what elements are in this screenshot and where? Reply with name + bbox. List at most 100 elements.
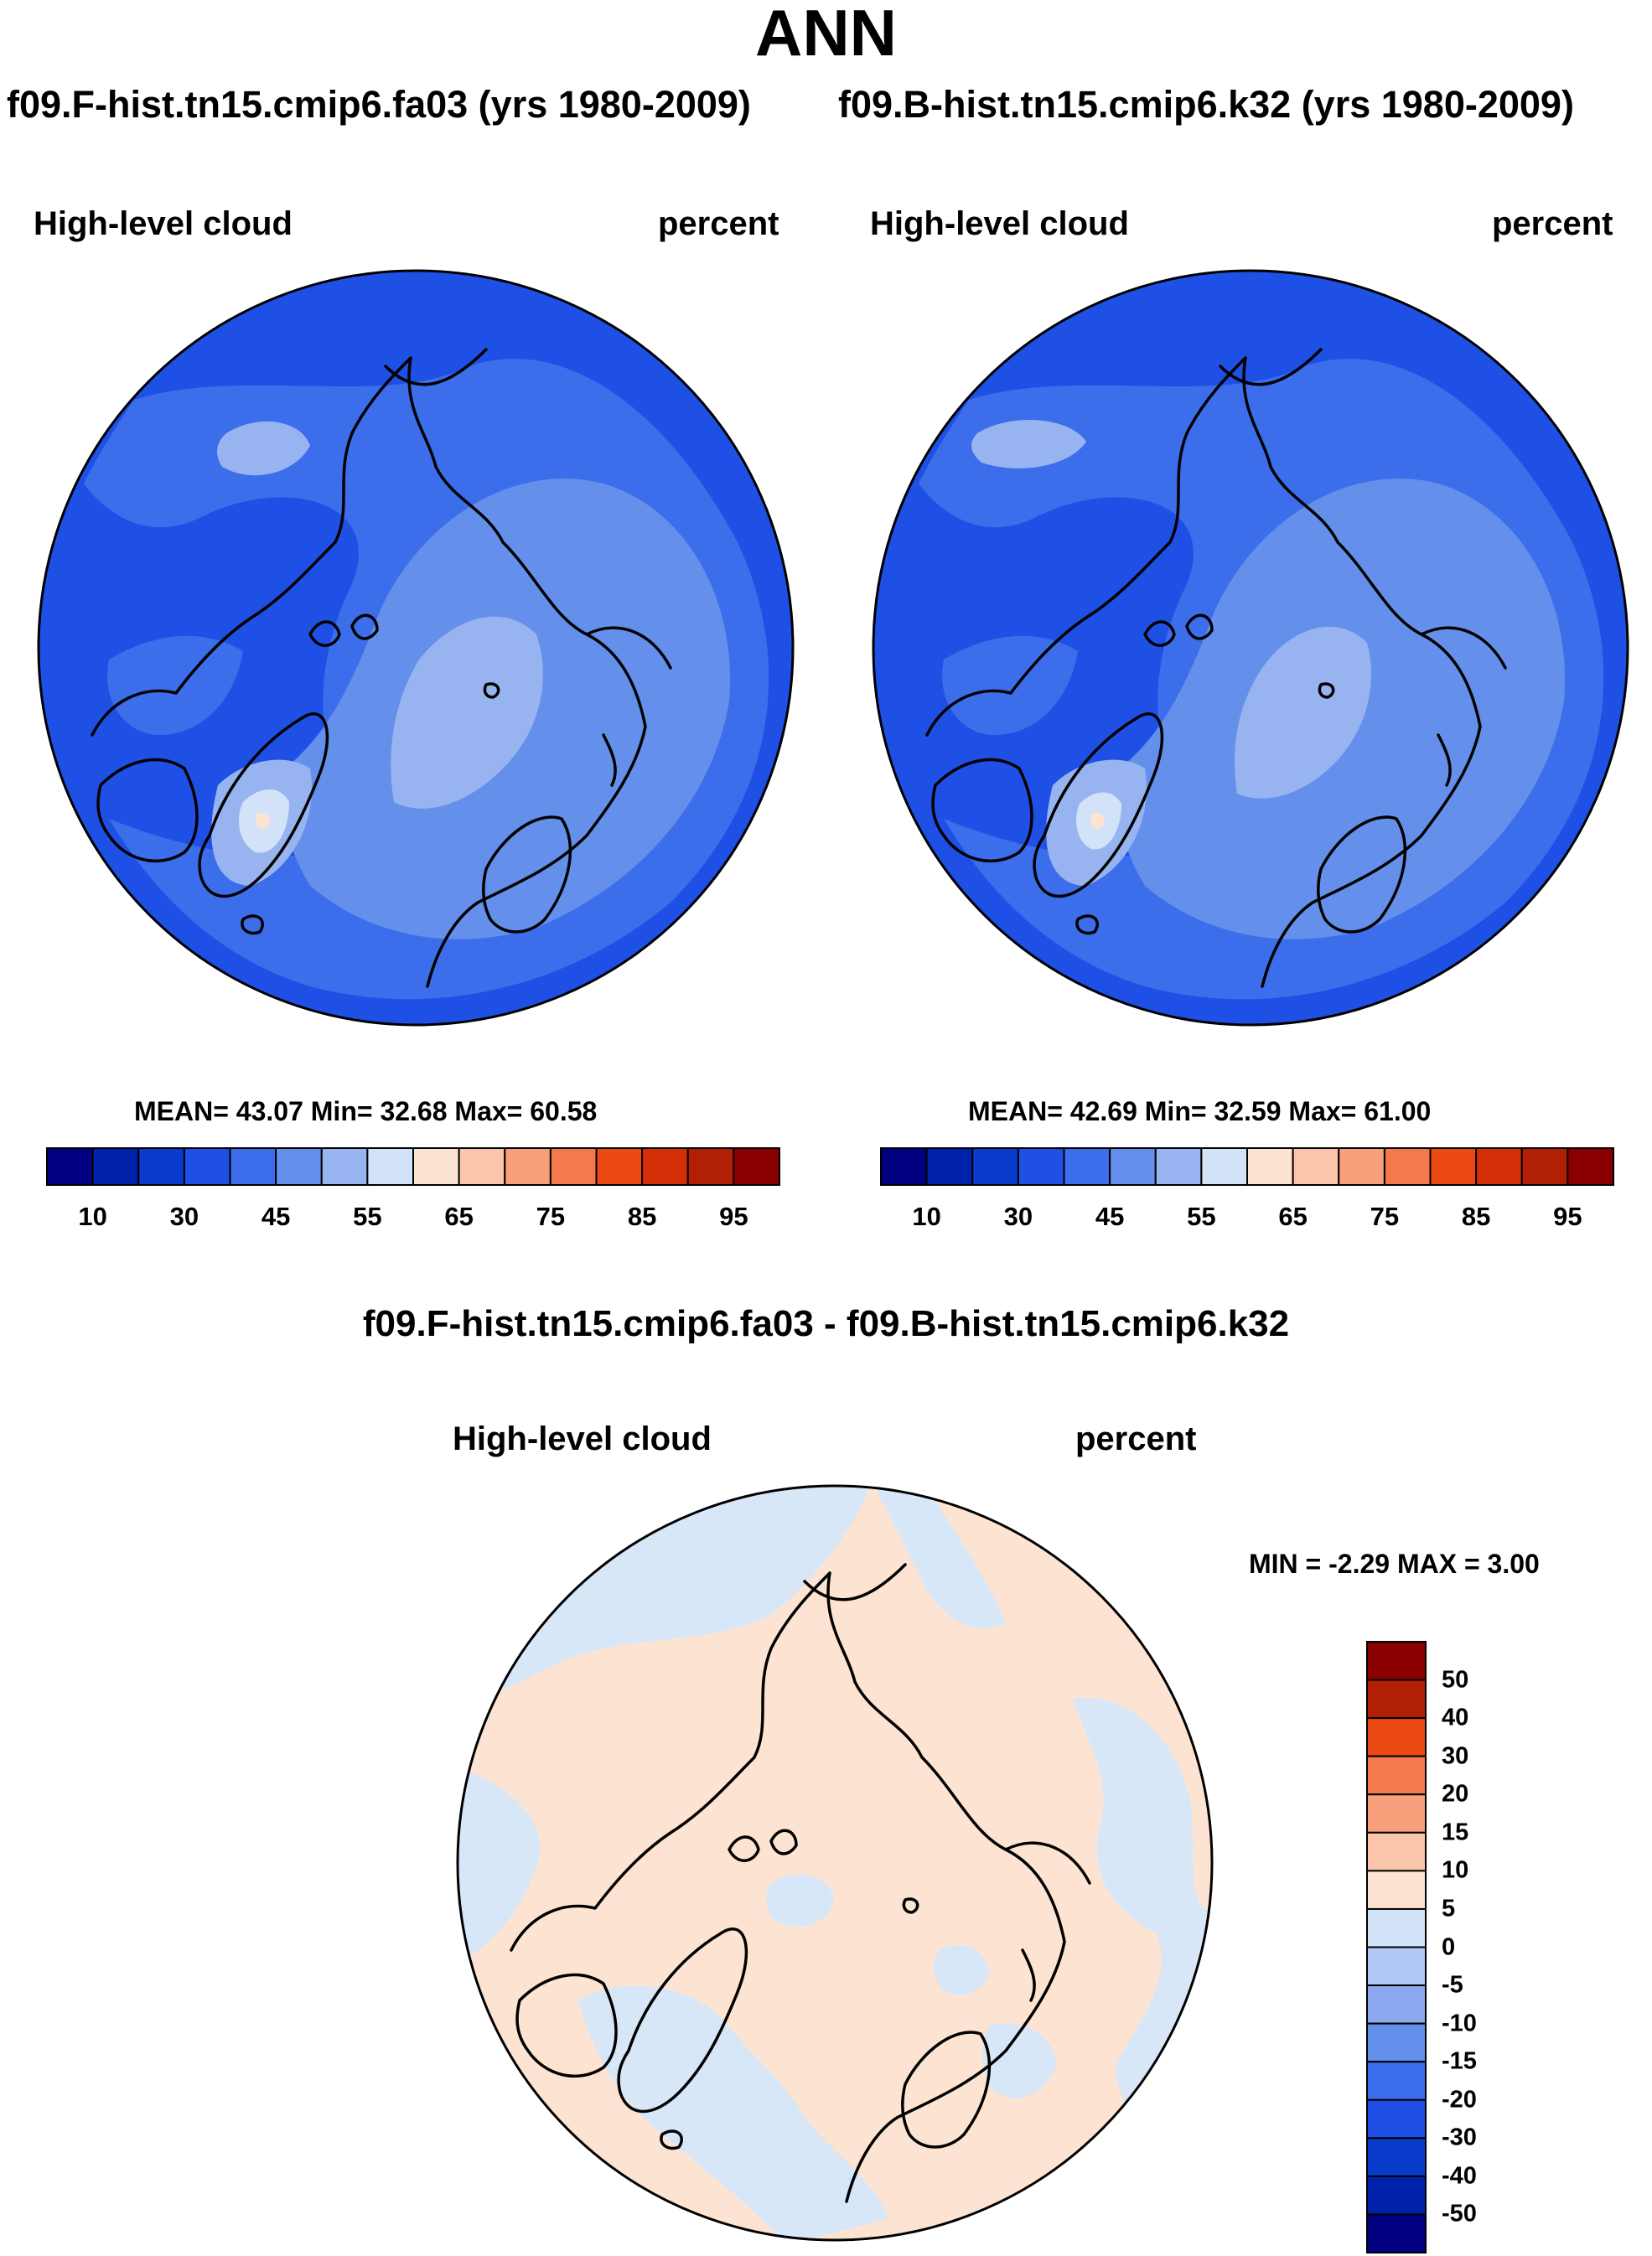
panel1-units: percent bbox=[658, 205, 779, 242]
colorbar-swatch bbox=[1429, 1147, 1478, 1186]
colorbar-tick-label: 85 bbox=[627, 1202, 657, 1231]
colorbar-tick-label: 95 bbox=[719, 1202, 748, 1231]
colorbar-swatch bbox=[880, 1147, 928, 1186]
colorbar-swatch bbox=[1200, 1147, 1248, 1186]
colorbar-tick-label: 10 bbox=[1442, 1856, 1469, 1884]
colorbar-swatch bbox=[1063, 1147, 1111, 1186]
colorbar-swatch bbox=[1567, 1147, 1614, 1186]
difference-stats: MIN = -2.29 MAX = 3.00 bbox=[1249, 1549, 1540, 1579]
colorbar-case2 bbox=[880, 1147, 1614, 1186]
colorbar-tick-label: -40 bbox=[1442, 2162, 1477, 2190]
colorbar-swatch bbox=[137, 1147, 185, 1186]
coastline-hudson-bay bbox=[96, 758, 199, 863]
region-negative-west bbox=[458, 1766, 540, 1967]
colorbar-swatch bbox=[183, 1147, 231, 1186]
coastline-greenland bbox=[617, 1927, 748, 2114]
colorbar-swatch bbox=[1366, 2213, 1427, 2253]
colorbar-swatch bbox=[1383, 1147, 1432, 1186]
colorbar-tick-label: -10 bbox=[1442, 2010, 1477, 2037]
colorbar-swatch bbox=[1366, 2175, 1427, 2216]
colorbar-swatch bbox=[91, 1147, 140, 1186]
region-negative-atlantic bbox=[578, 1985, 888, 2240]
colorbar-swatch bbox=[1366, 1641, 1427, 1681]
colorbar-swatch bbox=[1292, 1147, 1340, 1186]
colorbar-swatch bbox=[1109, 1147, 1157, 1186]
colorbar-swatch bbox=[549, 1147, 598, 1186]
panel1-stats: MEAN= 43.07 Min= 32.68 Max= 60.58 bbox=[134, 1096, 598, 1126]
colorbar-swatch bbox=[1366, 1831, 1427, 1872]
colorbar-tick-label: -30 bbox=[1442, 2124, 1477, 2151]
panel2-stats: MEAN= 42.69 Min= 32.59 Max= 61.00 bbox=[968, 1096, 1432, 1126]
colorbar-tick-label: -20 bbox=[1442, 2086, 1477, 2114]
colorbar-swatch bbox=[458, 1147, 506, 1186]
coastline-north-america bbox=[91, 356, 505, 737]
coastline-islands bbox=[660, 1829, 1036, 2150]
coastline-scandinavia bbox=[1316, 815, 1407, 934]
colorbar-tick-label: 30 bbox=[1003, 1202, 1033, 1231]
coastline-eurasia bbox=[1219, 348, 1507, 988]
colorbar-swatch bbox=[925, 1147, 974, 1186]
colorbar-tick-label: 75 bbox=[536, 1202, 566, 1231]
colorbar-swatch bbox=[1366, 1793, 1427, 1834]
colorbar-swatch bbox=[1475, 1147, 1523, 1186]
colorbar-swatch bbox=[971, 1147, 1019, 1186]
colorbar-swatch bbox=[46, 1147, 94, 1186]
coastline-greenland bbox=[198, 712, 329, 898]
colorbar-swatch bbox=[1366, 2098, 1427, 2140]
region-negative-spot3 bbox=[982, 2023, 1056, 2099]
colorbar-swatch bbox=[1338, 1147, 1385, 1186]
coastline-greenland bbox=[1033, 712, 1164, 898]
colorbar-swatch bbox=[504, 1147, 552, 1186]
colorbar-swatch bbox=[1520, 1147, 1569, 1186]
difference-title: f09.F-hist.tn15.cmip6.fa03 - f09.B-hist.… bbox=[362, 1303, 1290, 1344]
colorbar-tick-label: 0 bbox=[1442, 1933, 1456, 1960]
colorbar-swatch bbox=[1366, 1907, 1427, 1948]
panel1-variable: High-level cloud bbox=[34, 205, 293, 242]
colorbar-swatch bbox=[229, 1147, 277, 1186]
colorbar-swatch bbox=[1154, 1147, 1203, 1186]
colorbar-tick-label: 30 bbox=[169, 1202, 199, 1231]
colorbar-swatch bbox=[1366, 1946, 1427, 1987]
difference-variable: High-level cloud bbox=[453, 1420, 712, 1457]
colorbar-tick-label: 10 bbox=[78, 1202, 107, 1231]
colorbar-swatch bbox=[1017, 1147, 1065, 1186]
colorbar-tick-label: 40 bbox=[1442, 1704, 1469, 1731]
colorbar-tick-label: 15 bbox=[1442, 1819, 1469, 1846]
region-48 bbox=[1235, 626, 1372, 799]
colorbar-swatch bbox=[1366, 2137, 1427, 2177]
map-case1 bbox=[37, 269, 795, 1027]
region-48-pacific bbox=[216, 421, 310, 476]
colorbar-tick-label: 65 bbox=[444, 1202, 474, 1231]
colorbar-tick-label: 45 bbox=[1095, 1202, 1125, 1231]
coastline-islands bbox=[241, 613, 617, 935]
region-35-north bbox=[942, 635, 1078, 735]
case1-header: f09.F-hist.tn15.cmip6.fa03 (yrs 1980-200… bbox=[7, 83, 751, 126]
colorbar-swatch bbox=[366, 1147, 414, 1186]
colorbar-difference bbox=[1366, 1641, 1427, 2253]
map-case2 bbox=[872, 269, 1629, 1027]
colorbar-tick-label: 5 bbox=[1442, 1895, 1456, 1922]
coastline-scandinavia bbox=[481, 815, 572, 934]
panel2-variable: High-level cloud bbox=[870, 205, 1129, 242]
colorbar-tick-label: 55 bbox=[353, 1202, 382, 1231]
region-negative-pacific bbox=[872, 1486, 1006, 1629]
colorbar-tick-label: 50 bbox=[1442, 1666, 1469, 1694]
colorbar-swatch bbox=[595, 1147, 644, 1186]
colorbar-swatch bbox=[1366, 1679, 1427, 1720]
case2-header: f09.B-hist.tn15.cmip6.k32 (yrs 1980-2009… bbox=[838, 83, 1574, 126]
coastline-north-america bbox=[510, 1571, 924, 1952]
colorbar-tick-label: 65 bbox=[1278, 1202, 1308, 1231]
colorbar-swatch bbox=[1366, 1755, 1427, 1796]
coastline-eurasia bbox=[803, 1563, 1091, 2203]
colorbar-swatch bbox=[275, 1147, 323, 1186]
region-48-pacific bbox=[971, 419, 1086, 468]
colorbar-swatch bbox=[1366, 1717, 1427, 1757]
region-48 bbox=[391, 616, 543, 809]
page-title: ANN bbox=[755, 0, 897, 70]
colorbar-tick-label: 85 bbox=[1461, 1202, 1491, 1231]
coastline-hudson-bay bbox=[931, 758, 1033, 863]
coastline-hudson-bay bbox=[515, 1973, 618, 2078]
region-60 bbox=[1091, 812, 1105, 829]
colorbar-swatch bbox=[641, 1147, 689, 1186]
colorbar-swatch bbox=[733, 1147, 780, 1186]
